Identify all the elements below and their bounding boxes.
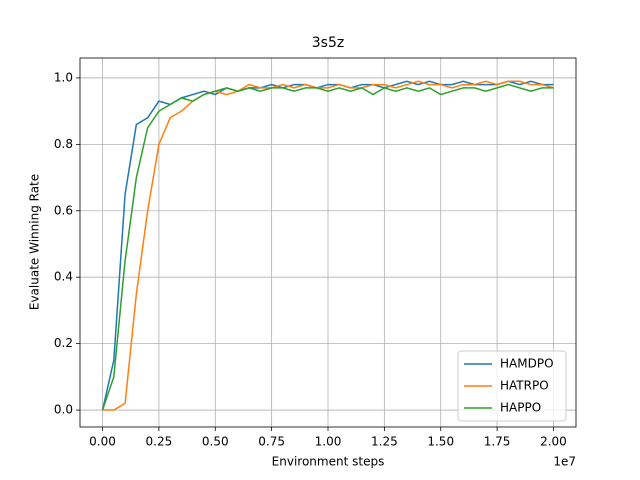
y-tick-label: 0.6 [54,203,73,217]
x-tick-label: 1.00 [315,435,342,449]
y-tick-label: 1.0 [54,70,73,84]
chart-title: 3s5z [312,35,344,51]
x-tick-label: 0.50 [202,435,229,449]
series-line [101,83,554,411]
legend-label: HAPPO [500,401,541,415]
y-tick-label: 0.4 [54,270,73,284]
legend-box [457,350,567,422]
x-tick-label: 0.25 [146,435,173,449]
x-offset-label: 1e7 [553,455,576,469]
y-tick-label: 0.0 [54,403,73,417]
y-tick-label: 0.8 [54,137,73,151]
plot-frame [79,57,577,428]
x-tick-label: 2.00 [540,435,567,449]
y-tick-label: 0.2 [54,336,73,350]
x-axis-label: Environment steps [272,455,385,469]
legend-label: HATRPO [500,379,549,393]
x-tick-label: 0.75 [258,435,285,449]
series-line [102,80,554,411]
y-axis-label: Evaluate Winning Rate [28,174,42,310]
x-tick-label: 1.25 [371,435,398,449]
x-tick-label: 0.00 [89,435,116,449]
x-tick-label: 1.75 [484,435,511,449]
x-tick-label: 1.50 [427,435,454,449]
legend-label: HAMDPO [500,357,554,371]
